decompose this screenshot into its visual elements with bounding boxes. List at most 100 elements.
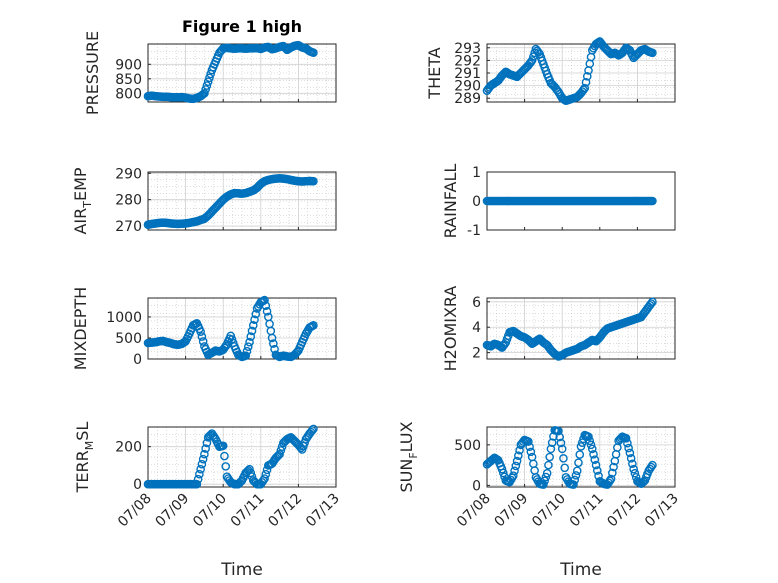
data-point bbox=[648, 48, 657, 58]
data-point bbox=[624, 443, 633, 453]
data-point bbox=[585, 436, 595, 446]
data-point bbox=[534, 48, 543, 57]
data-point bbox=[648, 297, 657, 307]
data-point bbox=[210, 433, 219, 442]
series-markers bbox=[482, 196, 657, 206]
x-tick-label: 07/11 bbox=[567, 491, 607, 531]
y-tick-label: 289 bbox=[454, 91, 481, 107]
data-point bbox=[192, 479, 202, 489]
data-point bbox=[509, 471, 518, 480]
data-point bbox=[580, 83, 590, 93]
axes-frame bbox=[147, 426, 337, 488]
x-tick-label: 07/12 bbox=[265, 491, 305, 531]
data-point bbox=[218, 441, 228, 451]
y-tick-label: 280 bbox=[115, 193, 142, 209]
subplot-h2omixra: 2 4 6 H2OMIXRA bbox=[441, 286, 676, 371]
series-markers bbox=[143, 424, 318, 489]
x-tick-label: 07/13 bbox=[642, 491, 682, 531]
data-point bbox=[309, 424, 318, 434]
data-point bbox=[195, 469, 204, 479]
x-tick-label: 07/08 bbox=[115, 491, 155, 531]
data-point bbox=[250, 315, 259, 325]
x-axis-label: Time bbox=[220, 560, 263, 580]
y-tick-label: 500 bbox=[115, 331, 142, 347]
data-point bbox=[196, 327, 205, 336]
data-point bbox=[261, 469, 271, 479]
data-point bbox=[575, 450, 585, 459]
data-point bbox=[262, 307, 272, 316]
data-point bbox=[261, 301, 271, 311]
data-point bbox=[579, 85, 588, 95]
data-point bbox=[646, 462, 656, 472]
data-point bbox=[260, 295, 269, 305]
x-axis-label: Time bbox=[559, 560, 602, 580]
data-point bbox=[245, 337, 254, 347]
y-tick-label: 900 bbox=[115, 57, 142, 73]
data-point bbox=[200, 449, 209, 459]
data-point bbox=[571, 471, 581, 480]
data-point bbox=[557, 444, 567, 454]
data-point bbox=[569, 480, 578, 489]
data-point bbox=[625, 448, 635, 458]
data-point bbox=[247, 326, 257, 336]
data-point bbox=[576, 442, 586, 451]
x-tick-label: 07/10 bbox=[529, 491, 569, 531]
data-point bbox=[246, 332, 256, 341]
data-point bbox=[241, 351, 251, 360]
data-point bbox=[198, 337, 208, 346]
y-axis-label: MIXDEPTH bbox=[71, 287, 90, 370]
data-point bbox=[648, 460, 657, 470]
x-tick-label: 07/10 bbox=[190, 491, 230, 531]
data-point bbox=[539, 480, 548, 489]
data-point bbox=[292, 347, 302, 357]
y-tick-label: 291 bbox=[454, 66, 481, 82]
subplot-mixdepth: 0 500 1000 MIXDEPTH bbox=[71, 287, 337, 370]
data-point bbox=[630, 468, 640, 478]
data-point bbox=[540, 476, 549, 486]
y-tick-label: 0 bbox=[133, 352, 142, 368]
data-point bbox=[577, 438, 587, 447]
data-point bbox=[545, 452, 554, 462]
data-point bbox=[542, 468, 552, 478]
y-tick-label: 0 bbox=[472, 478, 481, 494]
x-tick-label: 07/12 bbox=[604, 491, 644, 531]
y-tick-label: 0 bbox=[472, 194, 481, 210]
data-point bbox=[497, 464, 507, 474]
data-point bbox=[267, 333, 277, 343]
data-point bbox=[197, 90, 207, 100]
data-point bbox=[584, 432, 593, 442]
data-point bbox=[590, 455, 600, 465]
chart-title: Figure 1 high bbox=[182, 17, 302, 36]
y-tick-label: 800 bbox=[115, 86, 142, 102]
data-point bbox=[544, 460, 553, 470]
data-point bbox=[309, 321, 318, 330]
y-tick-label: 4 bbox=[472, 320, 481, 336]
data-point bbox=[572, 466, 582, 476]
data-point bbox=[193, 474, 203, 484]
x-tick-label: 07/09 bbox=[492, 491, 532, 531]
data-point bbox=[198, 89, 208, 99]
y-axis-label: THETA bbox=[425, 47, 444, 99]
data-point bbox=[272, 452, 282, 461]
data-point bbox=[203, 77, 213, 86]
data-point bbox=[608, 468, 617, 478]
data-point bbox=[559, 454, 568, 463]
data-point bbox=[275, 449, 284, 459]
y-axis-label: PRESSURE bbox=[83, 31, 102, 115]
data-point bbox=[587, 444, 597, 454]
data-point bbox=[205, 73, 214, 83]
data-point bbox=[582, 72, 592, 81]
data-point bbox=[221, 341, 231, 351]
data-point bbox=[248, 321, 258, 330]
y-axis-label: TERRMSL bbox=[73, 422, 96, 494]
data-point bbox=[639, 477, 648, 486]
y-tick-label: 200 bbox=[115, 440, 142, 456]
data-point bbox=[510, 466, 519, 476]
data-point bbox=[245, 464, 254, 474]
x-tick-label: 07/13 bbox=[303, 491, 343, 531]
